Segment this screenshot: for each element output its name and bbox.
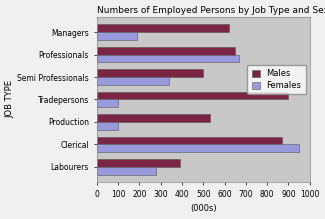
Bar — [97, 47, 235, 55]
Bar — [97, 136, 282, 144]
Bar — [97, 77, 169, 85]
Legend: Males, Females: Males, Females — [247, 65, 306, 94]
Bar — [97, 159, 180, 167]
Bar — [97, 92, 289, 99]
Y-axis label: JOB TYPE: JOB TYPE — [6, 81, 15, 118]
Text: Numbers of Employed Persons by Job Type and Sex, Australia, 2003: Numbers of Employed Persons by Job Type … — [97, 5, 325, 14]
Bar — [97, 167, 156, 175]
Bar — [97, 24, 229, 32]
Bar — [97, 69, 203, 77]
Bar — [97, 99, 118, 107]
X-axis label: (000s): (000s) — [190, 205, 216, 214]
Bar — [97, 55, 240, 62]
Bar — [97, 144, 299, 152]
Bar — [97, 122, 118, 130]
Bar — [97, 114, 210, 122]
Bar — [97, 32, 137, 40]
